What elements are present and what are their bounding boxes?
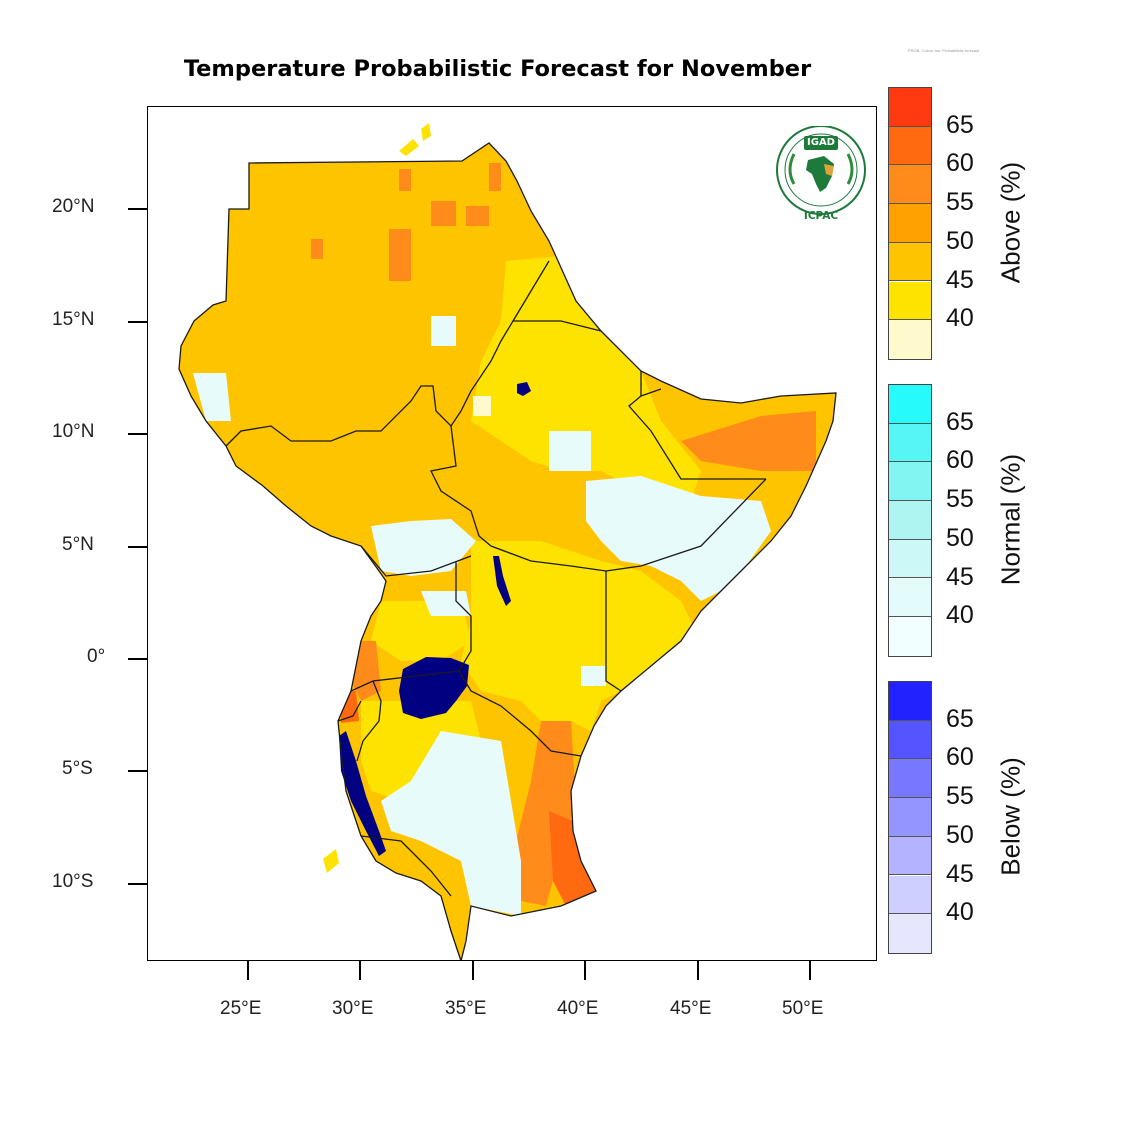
- lon-tick-mark: [247, 961, 249, 980]
- island: [421, 123, 431, 141]
- legend-colorbar: [888, 87, 932, 360]
- forecast-map[interactable]: [148, 107, 877, 961]
- legend-swatch: [889, 682, 931, 721]
- legend-value-label: 55: [946, 485, 974, 514]
- legend-swatch: [889, 875, 931, 915]
- island: [399, 139, 419, 156]
- legend-swatch: [889, 126, 931, 166]
- legend-swatch: [889, 242, 931, 282]
- legend-swatch: [889, 578, 931, 618]
- legend-value-label: 40: [946, 304, 974, 333]
- lat-tick-mark: [128, 546, 147, 548]
- legend-value-label: 45: [946, 562, 974, 591]
- igad-logo-icon: [776, 126, 866, 215]
- legend-title: Above (%): [995, 162, 1026, 284]
- legend-value-label: 50: [946, 226, 974, 255]
- lat-tick-label: 20°N: [52, 196, 95, 217]
- lat-tick-label: 5°N: [62, 534, 94, 555]
- lon-tick-label: 50°E: [782, 998, 824, 1019]
- legend-value-label: 60: [946, 149, 974, 178]
- lat-tick-mark: [128, 321, 147, 323]
- legend-swatch: [889, 539, 931, 579]
- legend-swatch: [889, 501, 931, 540]
- legend-title: Normal (%): [995, 454, 1026, 586]
- legend-swatch: [889, 165, 931, 205]
- lat-tick-label: 10°N: [52, 421, 95, 442]
- legend-swatch: [889, 759, 931, 799]
- colorbar-note: PROB. Colour bar, Probabilistic forecast: [908, 48, 980, 53]
- legend-title: Below (%): [995, 757, 1026, 877]
- lat-tick-label: 0°: [87, 646, 106, 667]
- legend-value-label: 65: [946, 110, 974, 139]
- lon-tick-mark: [584, 961, 586, 980]
- legend-value-label: 55: [946, 188, 974, 217]
- legend-colorbar: [888, 384, 932, 657]
- lon-tick-label: 30°E: [332, 998, 374, 1019]
- lon-tick-mark: [697, 961, 699, 980]
- legend-swatch: [889, 914, 931, 953]
- lon-tick-label: 25°E: [220, 998, 262, 1019]
- page-title: Temperature Probabilistic Forecast for N…: [183, 56, 812, 82]
- legend-value-label: 40: [946, 601, 974, 630]
- legend-swatch: [889, 423, 931, 463]
- lake-turkana[interactable]: [493, 556, 511, 606]
- zanzibar-island: [323, 849, 339, 873]
- lat-tick-mark: [128, 208, 147, 210]
- legend-swatch: [889, 88, 931, 127]
- logo-caption: ICPAC: [803, 210, 839, 222]
- lat-tick-mark: [128, 658, 147, 660]
- legend-value-label: 50: [946, 820, 974, 849]
- legend-swatch: [889, 385, 931, 424]
- legend-value-label: 40: [946, 898, 974, 927]
- lat-tick-mark: [128, 433, 147, 435]
- legend-value-label: 50: [946, 523, 974, 552]
- legend-swatch: [889, 320, 931, 359]
- logo-acronym: IGAD: [807, 137, 835, 148]
- legend-swatch: [889, 204, 931, 243]
- lat-tick-label: 5°S: [62, 758, 93, 779]
- forecast-shading: [193, 163, 816, 916]
- lake-tanganyika[interactable]: [339, 731, 386, 856]
- legend-value-label: 55: [946, 782, 974, 811]
- lat-tick-mark: [128, 770, 147, 772]
- legend-colorbar: [888, 681, 932, 954]
- legend-value-label: 45: [946, 859, 974, 888]
- lon-tick-label: 45°E: [670, 998, 712, 1019]
- legend-value-label: 60: [946, 743, 974, 772]
- lat-tick-label: 10°S: [52, 871, 94, 892]
- legend-swatch: [889, 720, 931, 760]
- legend-swatch: [889, 281, 931, 321]
- legend-value-label: 65: [946, 407, 974, 436]
- legend-value-label: 65: [946, 704, 974, 733]
- country-borders: [178, 142, 837, 960]
- legend-swatch: [889, 798, 931, 837]
- legend-swatch: [889, 617, 931, 656]
- legend-swatch: [889, 462, 931, 502]
- map-panel[interactable]: [147, 106, 877, 961]
- lon-tick-mark: [359, 961, 361, 980]
- lat-tick-label: 15°N: [52, 309, 95, 330]
- legend-value-label: 45: [946, 265, 974, 294]
- lake-tana[interactable]: [517, 382, 531, 396]
- lon-tick-mark: [472, 961, 474, 980]
- legend-swatch: [889, 836, 931, 876]
- lon-tick-label: 35°E: [445, 998, 487, 1019]
- legend-value-label: 60: [946, 446, 974, 475]
- lon-tick-label: 40°E: [557, 998, 599, 1019]
- lat-tick-mark: [128, 883, 147, 885]
- lon-tick-mark: [809, 961, 811, 980]
